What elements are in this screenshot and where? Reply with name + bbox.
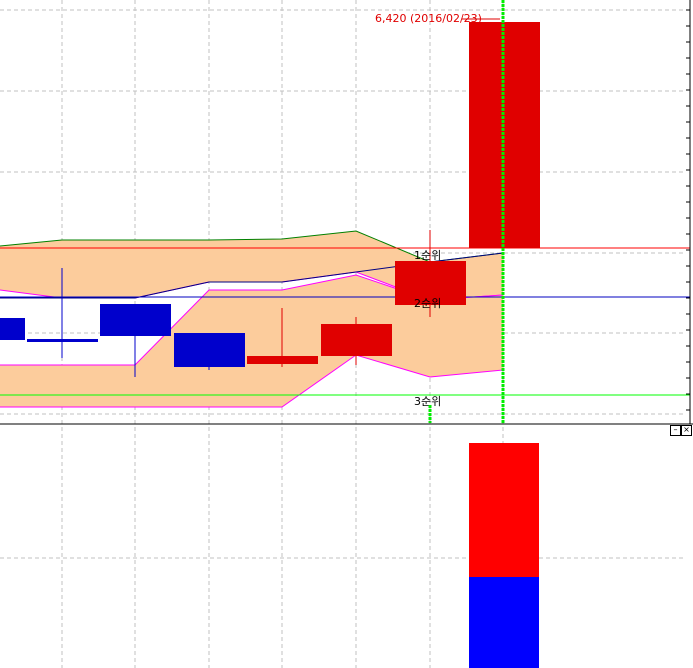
candles [0, 22, 540, 668]
candle-body [27, 339, 98, 342]
volume-bar-down [469, 577, 539, 668]
frame [0, 0, 693, 425]
high-marker-label: 6,420 (2016/02/23) [375, 12, 482, 25]
candle-body [174, 333, 245, 367]
candle-body [321, 324, 392, 356]
candle-body [247, 356, 318, 364]
pane-minimize-button[interactable]: – [670, 425, 681, 436]
rank-label-1: 1순위 [414, 249, 441, 262]
candle-body [395, 261, 466, 305]
rank-lines [0, 247, 690, 396]
band-fill [0, 275, 503, 407]
band-edge-bottom [0, 354, 504, 408]
band-edge-top [0, 230, 504, 263]
candle-body [100, 304, 171, 336]
candle-body [0, 318, 25, 340]
rank-label-2: 2순위 [414, 297, 441, 310]
volume-bar-up [469, 443, 539, 577]
rank-label-3: 3순위 [414, 395, 441, 408]
pane-close-button[interactable]: × [681, 425, 692, 436]
labels: 6,420 (2016/02/23) 1순위 2순위 3순위 [375, 12, 500, 408]
